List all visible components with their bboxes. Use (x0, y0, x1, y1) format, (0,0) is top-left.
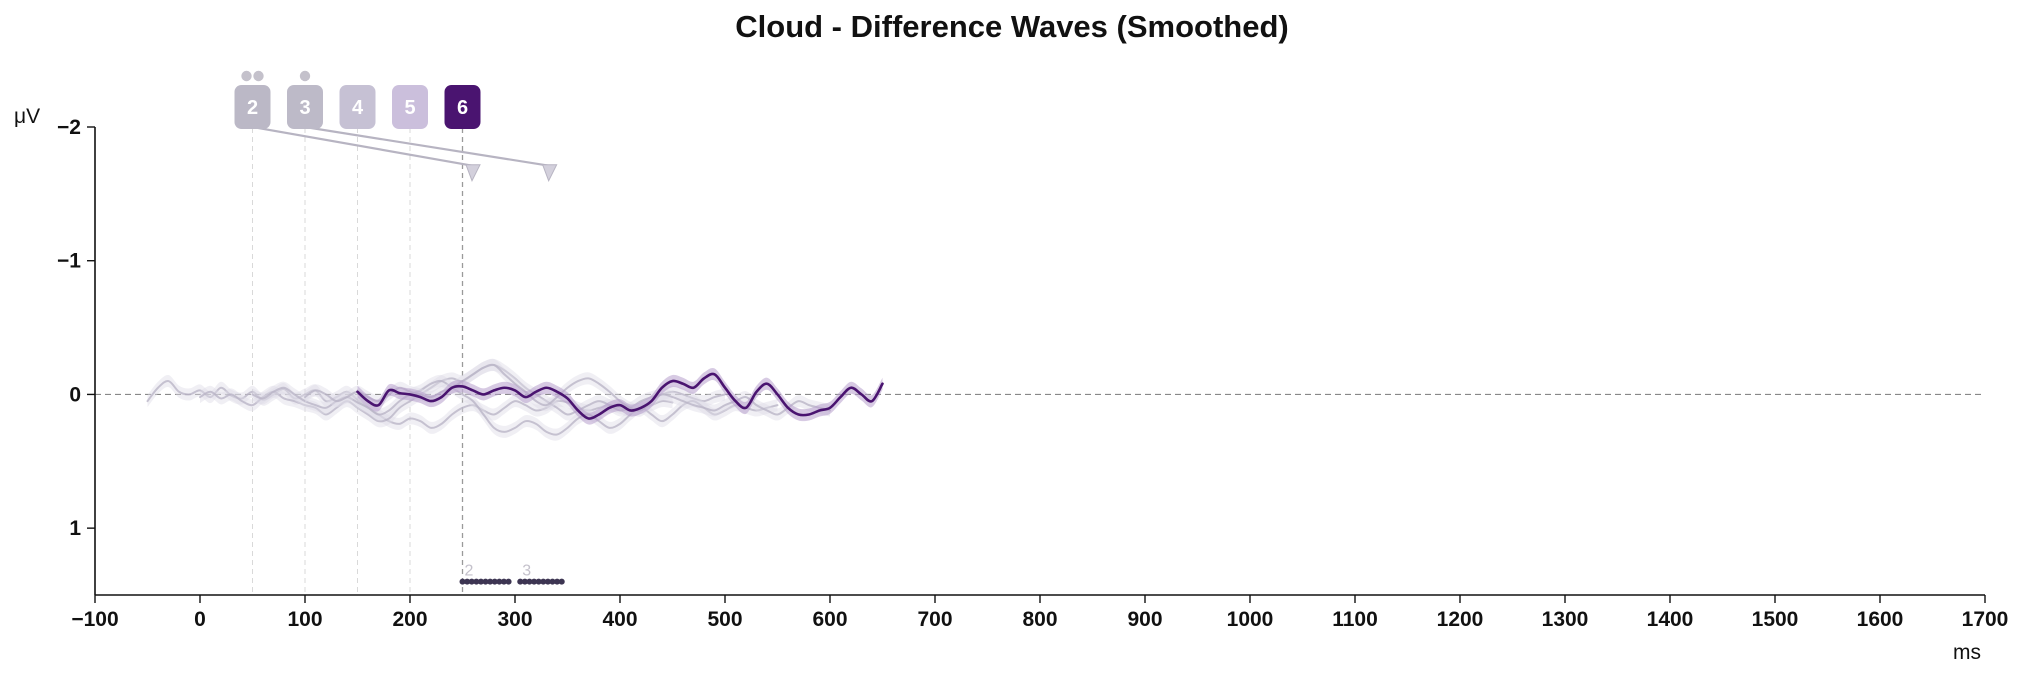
onset-dot-3 (299, 70, 311, 82)
onset-badge-5 (392, 85, 428, 129)
x-tick-label: 1600 (1857, 608, 1904, 631)
onset-arrowhead-3 (541, 164, 558, 183)
y-axis-unit-label: μV (14, 105, 40, 128)
onset-badge-6 (444, 85, 481, 129)
series-line-4 (251, 379, 779, 436)
onset-badge-4 (339, 85, 376, 129)
onset-badge-label-6: 6 (457, 97, 468, 119)
onset-badge-label-5: 5 (404, 97, 415, 119)
x-tick-label: 100 (287, 608, 322, 631)
onset-badge-2 (234, 85, 271, 129)
y-tick-label: −1 (57, 250, 81, 273)
x-tick-label: 500 (707, 608, 742, 631)
plot-area: 2 3−100 0 100 200 300 400 500 600 700 800 900 1000 11… (57, 70, 2009, 631)
x-tick-label: 1300 (1542, 608, 1589, 631)
onset-badge-label-3: 3 (299, 97, 310, 119)
onset-badge-label-2: 2 (247, 97, 258, 119)
x-tick-label: 1000 (1227, 608, 1274, 631)
x-tick-label: 0 (194, 608, 206, 631)
chart-title: Cloud - Difference Waves (Smoothed) (735, 9, 1288, 44)
onset-arrow-2 (252, 125, 474, 167)
confidence-band-3 (200, 358, 725, 428)
onset-badge-3 (287, 85, 323, 129)
x-tick-label: 1500 (1752, 608, 1799, 631)
x-tick-label: 1700 (1962, 608, 2009, 631)
onset-dot-2 (253, 70, 264, 82)
x-tick-label: 1400 (1647, 608, 1694, 631)
onset-badge-label-4: 4 (352, 97, 364, 119)
cluster-label-2: 2 (465, 563, 474, 580)
onset-arrowhead-2 (465, 164, 481, 183)
onset-arrow-3 (304, 125, 550, 167)
y-tick-label: 1 (69, 517, 81, 540)
x-tick-label: 600 (812, 608, 847, 631)
x-tick-label: 1100 (1332, 608, 1378, 631)
cluster-label-3: 3 (522, 563, 531, 580)
x-tick-label: 200 (392, 608, 427, 631)
y-tick-label: −2 (57, 116, 81, 139)
x-axis-unit-label: ms (1953, 641, 1981, 664)
y-tick-label: 0 (69, 383, 81, 406)
x-tick-label: 1200 (1437, 608, 1484, 631)
x-tick-label: 800 (1022, 608, 1057, 631)
x-tick-label: −100 (71, 608, 118, 631)
series-line-6 (356, 372, 884, 420)
x-tick-label: 300 (497, 608, 532, 631)
x-tick-label: 700 (917, 608, 952, 631)
onset-dot-2 (241, 70, 252, 82)
series-line-2 (146, 380, 674, 429)
x-tick-label: 400 (602, 608, 637, 631)
confidence-band-5 (305, 358, 830, 421)
x-tick-label: 900 (1127, 608, 1162, 631)
